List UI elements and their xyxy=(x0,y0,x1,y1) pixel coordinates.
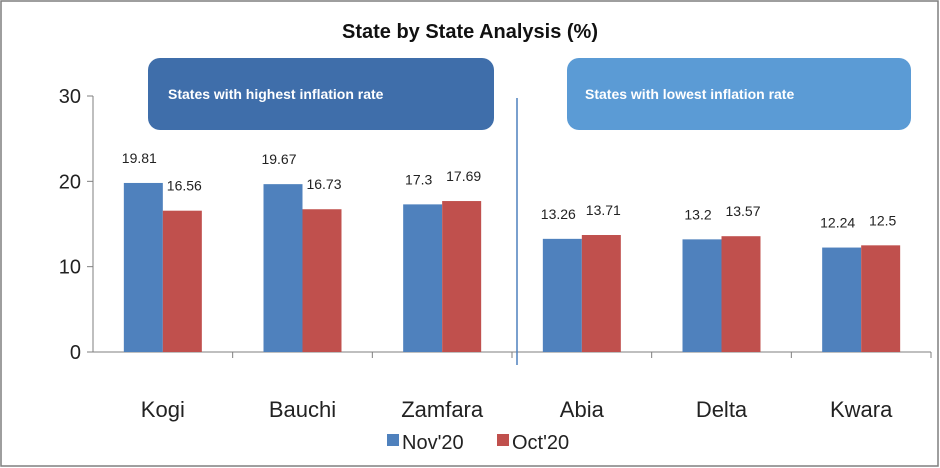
data-label: 17.69 xyxy=(446,168,481,184)
data-label: 13.26 xyxy=(541,206,576,222)
banner-highest-bg xyxy=(148,58,494,130)
category-label: Abia xyxy=(560,397,605,422)
legend-label-nov: Nov'20 xyxy=(402,432,464,454)
bar-oct-bauchi xyxy=(302,209,342,352)
bar-nov-bauchi xyxy=(263,184,303,352)
y-tick-label: 30 xyxy=(59,86,81,108)
category-label: Delta xyxy=(696,397,748,422)
data-label: 16.56 xyxy=(167,178,202,194)
bars xyxy=(123,182,901,352)
bar-oct-kogi xyxy=(162,210,202,352)
banner-lowest-text: States with lowest inflation rate xyxy=(585,86,794,102)
data-label: 16.73 xyxy=(306,176,341,192)
data-label: 17.3 xyxy=(405,171,432,187)
bar-nov-zamfara xyxy=(403,204,443,352)
legend-swatch-nov xyxy=(387,434,399,446)
y-tick-label: 0 xyxy=(70,342,81,364)
legend-swatch-oct xyxy=(497,434,509,446)
category-labels: Kogi Bauchi Zamfara Abia Delta Kwara xyxy=(141,352,932,422)
y-axis-ticks: 0 10 20 30 xyxy=(59,86,93,364)
data-label: 13.57 xyxy=(725,203,760,219)
legend: Nov'20 Oct'20 xyxy=(387,432,569,454)
bar-nov-abia xyxy=(542,238,582,352)
category-label: Kwara xyxy=(830,397,893,422)
bar-oct-delta xyxy=(721,236,761,352)
bar-nov-delta xyxy=(682,239,722,352)
data-label: 12.5 xyxy=(869,212,896,228)
data-label: 13.71 xyxy=(586,202,621,218)
bar-oct-zamfara xyxy=(442,201,482,352)
data-label: 12.24 xyxy=(820,215,855,231)
banner-lowest-bg xyxy=(567,58,911,130)
chart-title: State by State Analysis (%) xyxy=(342,21,598,43)
y-tick-label: 20 xyxy=(59,171,81,193)
y-tick-label: 10 xyxy=(59,257,81,279)
category-label: Bauchi xyxy=(269,397,336,422)
legend-label-oct: Oct'20 xyxy=(512,432,569,454)
data-label: 19.67 xyxy=(261,151,296,167)
category-label: Kogi xyxy=(141,397,185,422)
bar-nov-kogi xyxy=(123,182,163,352)
bar-nov-kwara xyxy=(822,247,862,352)
banner-highest-text: States with highest inflation rate xyxy=(168,86,384,102)
data-label: 13.2 xyxy=(684,206,711,222)
data-labels: 19.81 16.56 19.67 16.73 17.3 17.69 13.26 13.71 1… xyxy=(122,150,897,231)
bar-oct-kwara xyxy=(861,245,901,352)
data-label: 19.81 xyxy=(122,150,157,166)
bar-oct-abia xyxy=(581,235,621,352)
annotation-banners: States with highest inflation rate State… xyxy=(148,58,911,130)
category-label: Zamfara xyxy=(401,397,484,422)
